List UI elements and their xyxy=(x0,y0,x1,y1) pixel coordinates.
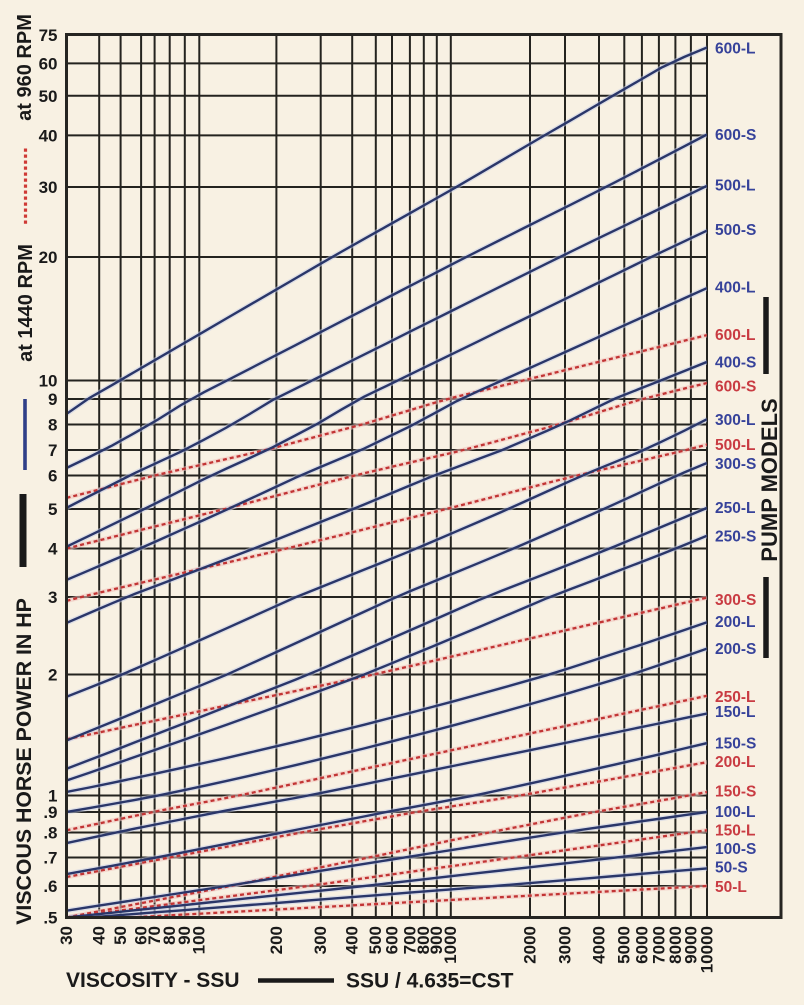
svg-text:6: 6 xyxy=(48,467,57,486)
svg-text:800: 800 xyxy=(414,926,433,954)
svg-text:250-S: 250-S xyxy=(715,529,756,546)
svg-text:5: 5 xyxy=(48,500,57,519)
svg-text:40: 40 xyxy=(90,926,109,945)
svg-text:100-S: 100-S xyxy=(715,841,756,858)
svg-text:200-S: 200-S xyxy=(715,641,756,658)
svg-text:1: 1 xyxy=(48,787,57,806)
svg-text:at 960 RPM: at 960 RPM xyxy=(14,14,36,121)
svg-text:600-S: 600-S xyxy=(715,378,756,395)
svg-text:8000: 8000 xyxy=(666,926,685,964)
svg-text:400: 400 xyxy=(343,926,362,954)
svg-text:300: 300 xyxy=(311,926,330,954)
svg-text:3000: 3000 xyxy=(555,926,574,964)
svg-text:50-L: 50-L xyxy=(715,879,747,896)
svg-text:.5: .5 xyxy=(43,909,57,928)
svg-text:50: 50 xyxy=(39,87,58,106)
svg-text:3: 3 xyxy=(48,588,57,607)
svg-text:300-S: 300-S xyxy=(715,456,756,473)
svg-text:VISCOUS HORSE POWER IN HP: VISCOUS HORSE POWER IN HP xyxy=(12,598,36,925)
svg-text:500-S: 500-S xyxy=(715,222,756,239)
svg-text:.7: .7 xyxy=(43,849,57,868)
svg-text:4: 4 xyxy=(48,540,58,559)
svg-text:60: 60 xyxy=(39,54,58,73)
svg-text:150-S: 150-S xyxy=(715,784,756,801)
svg-text:150-S: 150-S xyxy=(715,736,756,753)
svg-text:75: 75 xyxy=(39,26,58,45)
svg-text:600-S: 600-S xyxy=(715,127,756,144)
svg-text:250-L: 250-L xyxy=(715,500,756,517)
svg-text:150-L: 150-L xyxy=(715,823,756,840)
svg-text:40: 40 xyxy=(39,126,58,145)
svg-text:9: 9 xyxy=(48,390,57,409)
svg-text:30: 30 xyxy=(57,926,76,945)
svg-text:2000: 2000 xyxy=(520,926,539,964)
svg-text:600: 600 xyxy=(382,926,401,954)
svg-text:200-L: 200-L xyxy=(715,754,756,771)
svg-text:PUMP MODELS: PUMP MODELS xyxy=(757,398,782,561)
svg-text:7: 7 xyxy=(48,441,57,460)
svg-text:500-L: 500-L xyxy=(715,178,756,195)
svg-text:30: 30 xyxy=(39,178,58,197)
svg-text:500: 500 xyxy=(366,926,385,954)
svg-text:6000: 6000 xyxy=(632,926,651,964)
svg-text:9000: 9000 xyxy=(681,926,700,964)
svg-text:400-L: 400-L xyxy=(715,280,756,297)
svg-text:300-S: 300-S xyxy=(715,592,756,609)
svg-text:600-L: 600-L xyxy=(715,40,756,57)
svg-text:80: 80 xyxy=(160,926,179,945)
svg-text:250-L: 250-L xyxy=(715,689,756,706)
svg-text:600-L: 600-L xyxy=(715,327,756,344)
svg-text:.6: .6 xyxy=(43,877,57,896)
svg-text:900: 900 xyxy=(427,926,446,954)
svg-text:700: 700 xyxy=(400,926,419,954)
svg-text:60: 60 xyxy=(132,926,151,945)
svg-text:300-L: 300-L xyxy=(715,412,756,429)
svg-text:10: 10 xyxy=(39,372,58,391)
svg-text:70: 70 xyxy=(145,926,164,945)
svg-text:.9: .9 xyxy=(43,803,57,822)
svg-text:at 1440 RPM: at 1440 RPM xyxy=(15,244,37,362)
svg-text:20: 20 xyxy=(39,248,58,267)
svg-text:100: 100 xyxy=(190,926,209,954)
svg-text:VISCOSITY - SSU: VISCOSITY - SSU xyxy=(66,969,240,992)
svg-text:100-L: 100-L xyxy=(715,804,756,821)
svg-text:150-L: 150-L xyxy=(715,704,756,721)
svg-text:200-L: 200-L xyxy=(715,614,756,631)
svg-text:4000: 4000 xyxy=(589,926,608,964)
svg-text:8: 8 xyxy=(48,416,57,435)
svg-text:400-S: 400-S xyxy=(715,355,756,372)
svg-text:50-S: 50-S xyxy=(715,860,748,877)
svg-text:SSU / 4.635=CST: SSU / 4.635=CST xyxy=(346,970,514,993)
svg-text:.8: .8 xyxy=(43,824,57,843)
svg-text:10000: 10000 xyxy=(697,926,716,973)
svg-text:500-L: 500-L xyxy=(715,437,756,454)
svg-text:50: 50 xyxy=(111,926,130,945)
svg-text:5000: 5000 xyxy=(615,926,634,964)
svg-text:7000: 7000 xyxy=(649,926,668,964)
svg-text:200: 200 xyxy=(267,926,286,954)
svg-text:2: 2 xyxy=(48,666,57,685)
svg-text:1000: 1000 xyxy=(441,926,460,964)
svg-text:90: 90 xyxy=(175,926,194,945)
